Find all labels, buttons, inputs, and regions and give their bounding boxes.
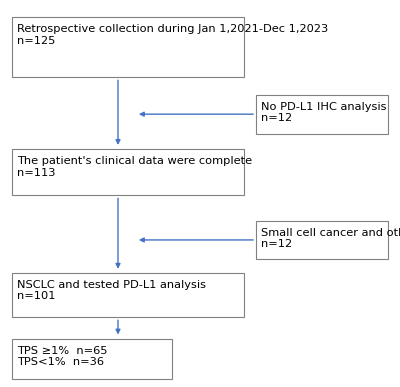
FancyBboxPatch shape [256,221,388,259]
Text: NSCLC and tested PD-L1 analysis
n=101: NSCLC and tested PD-L1 analysis n=101 [17,280,206,301]
Text: No PD-L1 IHC analysis
n=12: No PD-L1 IHC analysis n=12 [261,102,386,123]
FancyBboxPatch shape [12,149,244,195]
Text: Small cell cancer and others
n=12: Small cell cancer and others n=12 [261,228,400,249]
Text: Retrospective collection during Jan 1,2021-Dec 1,2023
n=125: Retrospective collection during Jan 1,20… [17,24,328,46]
FancyBboxPatch shape [12,339,172,379]
Text: TPS ≥1%  n=65
TPS<1%  n=36: TPS ≥1% n=65 TPS<1% n=36 [17,346,107,367]
FancyBboxPatch shape [12,17,244,77]
FancyBboxPatch shape [12,273,244,317]
FancyBboxPatch shape [256,95,388,134]
Text: The patient's clinical data were complete
n=113: The patient's clinical data were complet… [17,156,252,178]
